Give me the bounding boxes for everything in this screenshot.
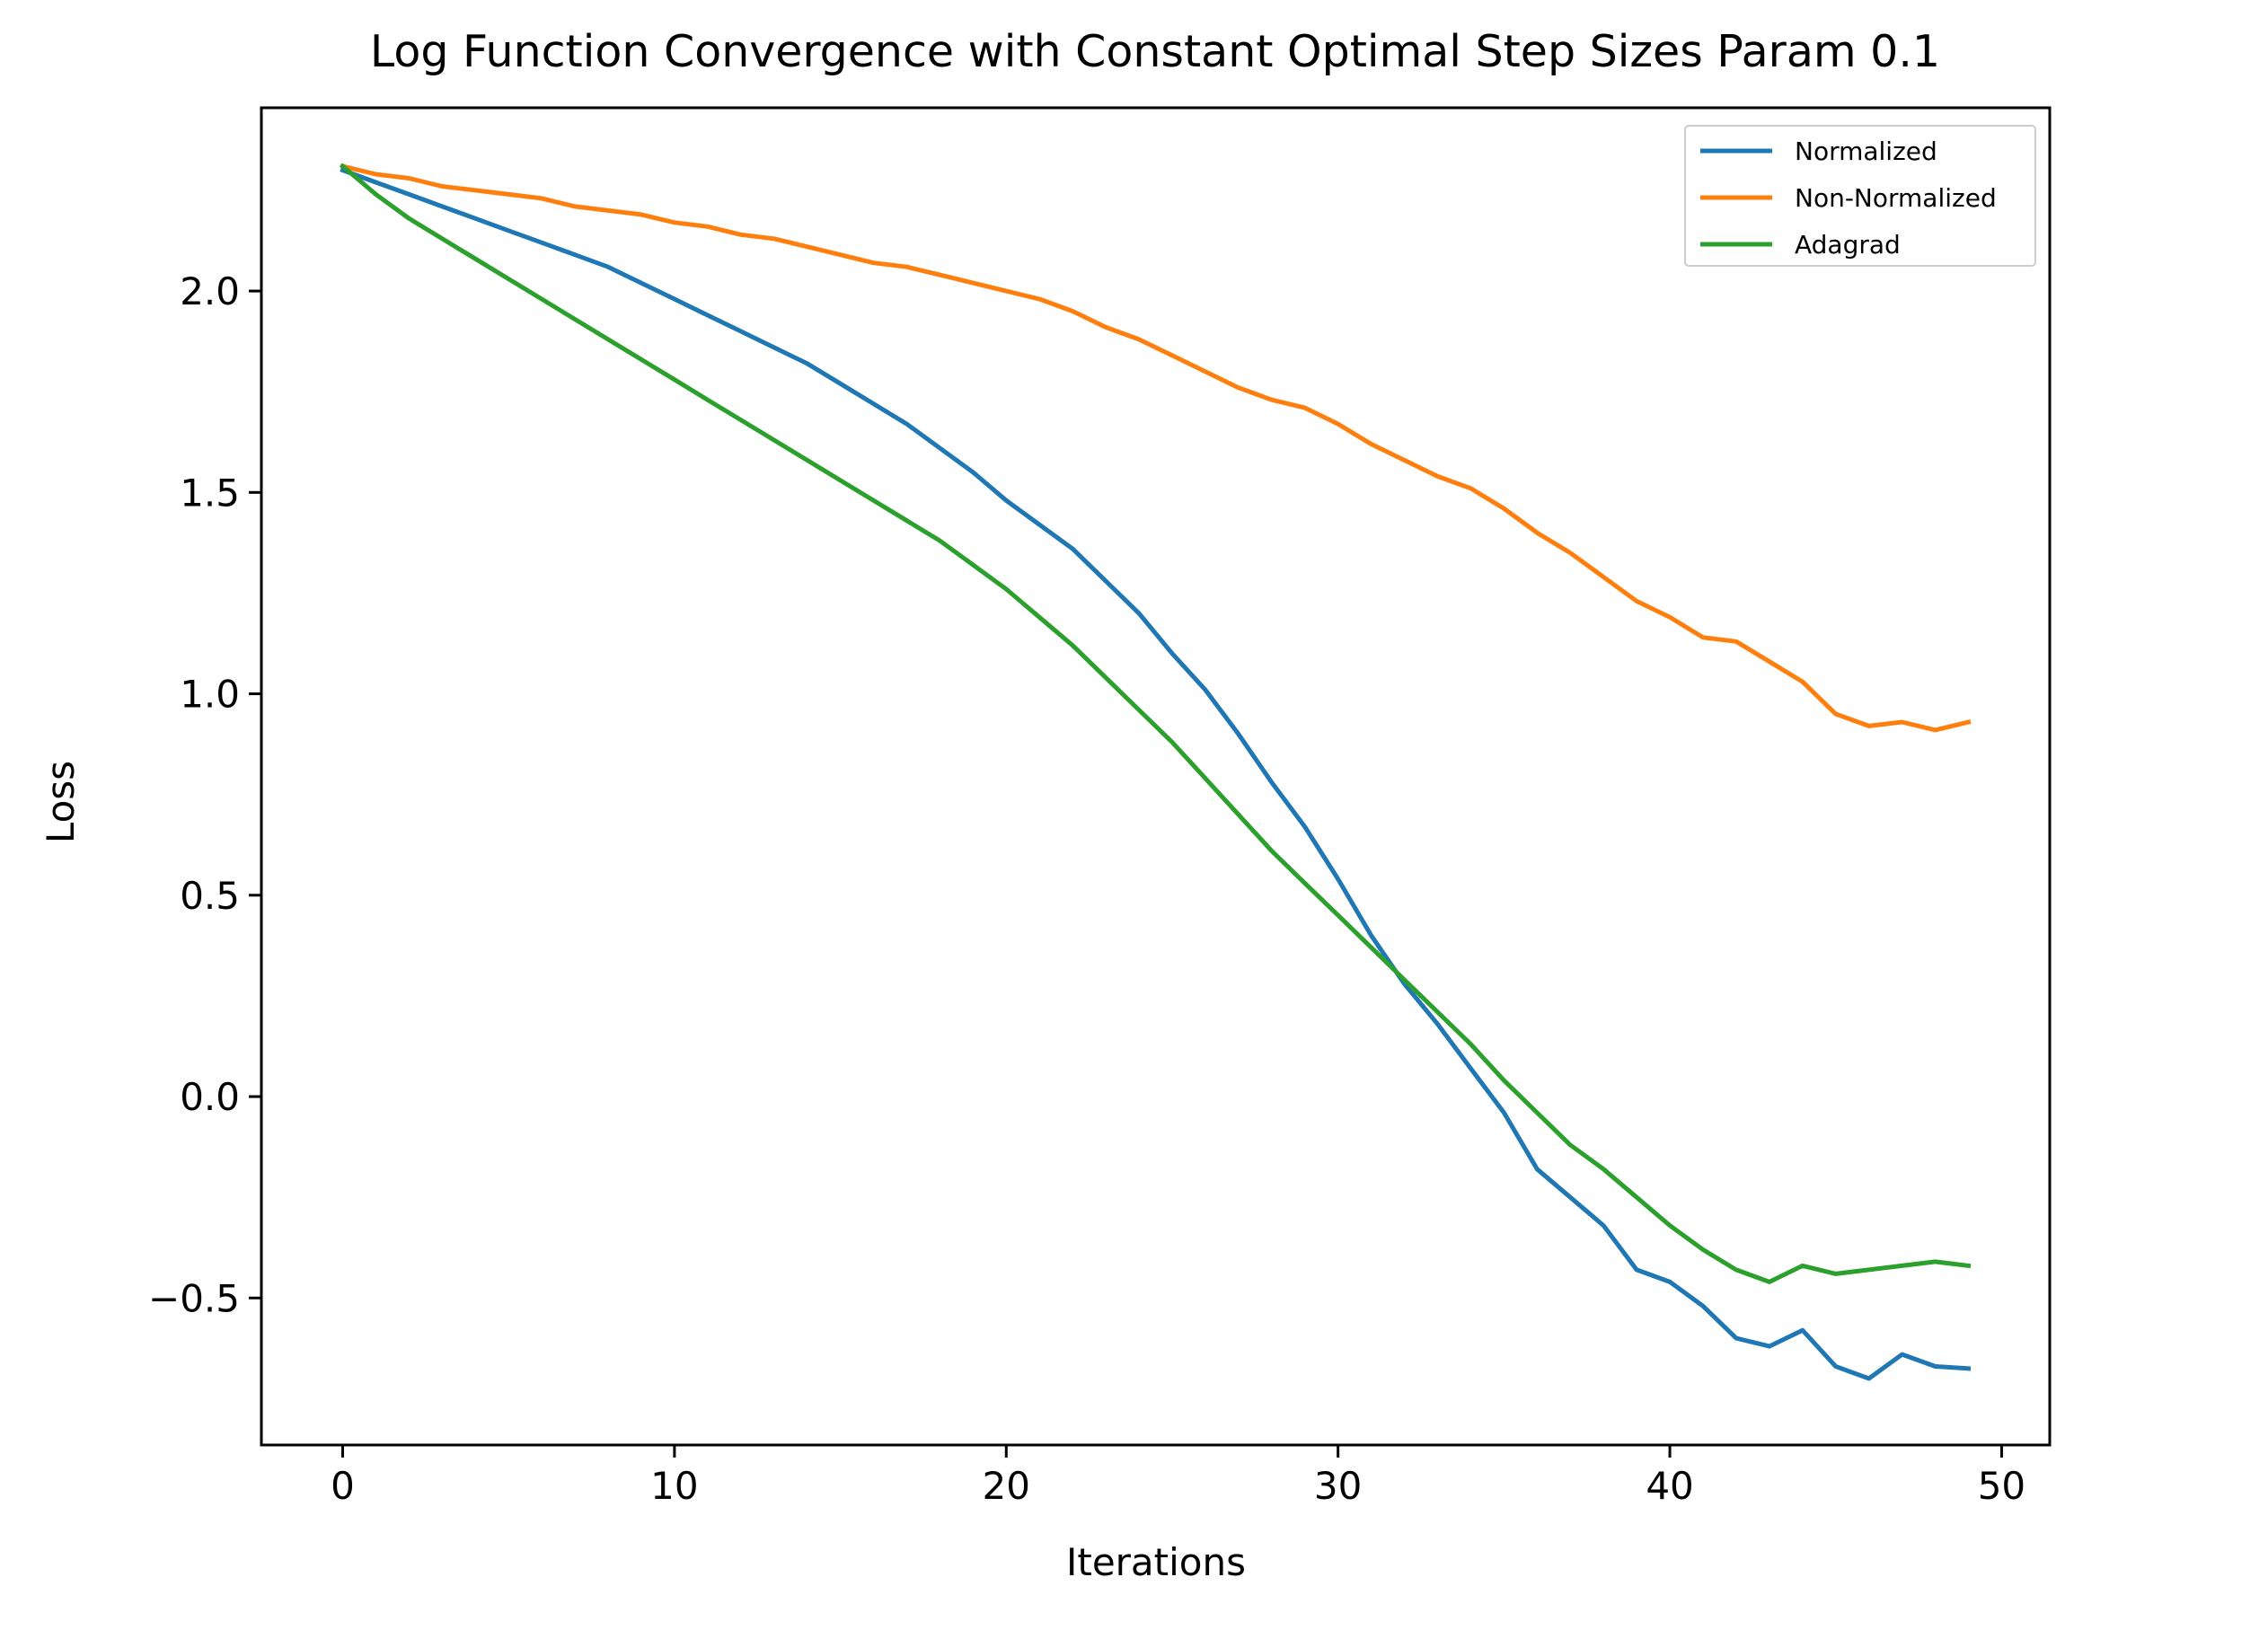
legend-box: [1684, 125, 2036, 267]
series-line-non-normalized: [340, 163, 1972, 733]
legend-label-non-normalized: Non-Normalized: [1795, 183, 1997, 213]
series-lines: [339, 163, 1972, 1381]
series-line-normalized: [340, 167, 1972, 1381]
x-tick-label: 40: [1646, 1464, 1693, 1508]
chart-title: Log Function Convergence with Constant O…: [370, 26, 1940, 77]
x-tick-label: 20: [983, 1464, 1030, 1508]
series-line-adagrad: [339, 163, 1972, 1284]
y-tick-label: 1.0: [180, 673, 240, 717]
y-tick-label: −0.5: [148, 1276, 240, 1320]
y-tick-label: 2.0: [180, 269, 240, 313]
x-axis-label: Iterations: [1066, 1540, 1246, 1584]
legend-label-normalized: Normalized: [1795, 137, 1937, 166]
y-tick-label: 0.0: [180, 1075, 240, 1119]
legend: Normalized Non-Normalized Adagrad: [1684, 125, 2036, 267]
y-tick-label: 1.5: [180, 471, 240, 515]
legend-label-adagrad: Adagrad: [1795, 230, 1901, 260]
x-tick-label: 50: [1978, 1464, 2025, 1508]
y-axis-label: Loss: [39, 761, 83, 843]
ticks-layer: 0 10 20 30 40 50 −0.5 0.0 0.5 1.0 1.5 2.0: [148, 269, 2025, 1508]
plot-area-frame: [260, 106, 2052, 1447]
x-tick-label: 30: [1314, 1464, 1362, 1508]
x-tick-label: 0: [331, 1464, 355, 1508]
y-tick-label: 0.5: [180, 874, 240, 918]
x-tick-label: 10: [650, 1464, 698, 1508]
